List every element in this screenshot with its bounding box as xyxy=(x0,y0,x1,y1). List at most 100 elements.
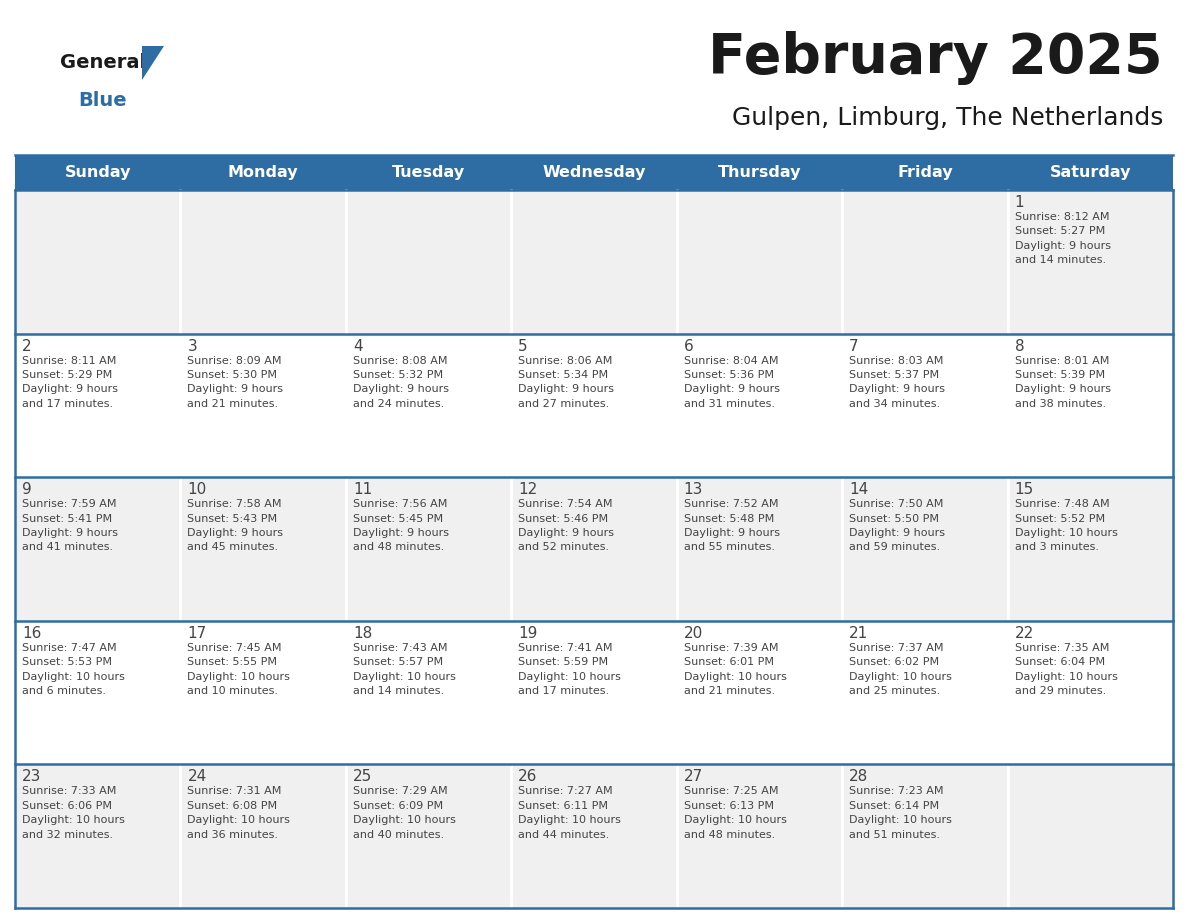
Bar xyxy=(1007,333,1173,477)
Text: 7: 7 xyxy=(849,339,859,353)
Text: 11: 11 xyxy=(353,482,372,498)
Text: Sunrise: 7:58 AM
Sunset: 5:43 PM
Daylight: 9 hours
and 45 minutes.: Sunrise: 7:58 AM Sunset: 5:43 PM Dayligh… xyxy=(188,499,284,553)
Bar xyxy=(15,621,181,765)
Bar xyxy=(1007,477,1173,621)
Text: 17: 17 xyxy=(188,626,207,641)
Text: 12: 12 xyxy=(518,482,537,498)
Text: Sunrise: 7:25 AM
Sunset: 6:13 PM
Daylight: 10 hours
and 48 minutes.: Sunrise: 7:25 AM Sunset: 6:13 PM Dayligh… xyxy=(684,787,786,840)
Bar xyxy=(15,477,181,621)
Text: Sunrise: 7:59 AM
Sunset: 5:41 PM
Daylight: 9 hours
and 41 minutes.: Sunrise: 7:59 AM Sunset: 5:41 PM Dayligh… xyxy=(23,499,118,553)
Bar xyxy=(15,190,181,333)
Text: Sunrise: 7:52 AM
Sunset: 5:48 PM
Daylight: 9 hours
and 55 minutes.: Sunrise: 7:52 AM Sunset: 5:48 PM Dayligh… xyxy=(684,499,779,553)
Text: Sunrise: 7:43 AM
Sunset: 5:57 PM
Daylight: 10 hours
and 14 minutes.: Sunrise: 7:43 AM Sunset: 5:57 PM Dayligh… xyxy=(353,643,456,696)
Bar xyxy=(1007,190,1173,333)
Bar xyxy=(511,765,677,908)
Text: 25: 25 xyxy=(353,769,372,784)
Text: Sunrise: 7:50 AM
Sunset: 5:50 PM
Daylight: 9 hours
and 59 minutes.: Sunrise: 7:50 AM Sunset: 5:50 PM Dayligh… xyxy=(849,499,946,553)
Text: 2: 2 xyxy=(23,339,32,353)
Bar xyxy=(181,190,346,333)
Text: Sunday: Sunday xyxy=(64,165,131,180)
Bar xyxy=(511,333,677,477)
Text: 18: 18 xyxy=(353,626,372,641)
Bar xyxy=(15,765,181,908)
Text: Sunrise: 7:45 AM
Sunset: 5:55 PM
Daylight: 10 hours
and 10 minutes.: Sunrise: 7:45 AM Sunset: 5:55 PM Dayligh… xyxy=(188,643,290,696)
Text: Sunrise: 7:29 AM
Sunset: 6:09 PM
Daylight: 10 hours
and 40 minutes.: Sunrise: 7:29 AM Sunset: 6:09 PM Dayligh… xyxy=(353,787,456,840)
Text: General: General xyxy=(61,53,146,73)
Text: February 2025: February 2025 xyxy=(708,31,1163,85)
Bar xyxy=(346,621,511,765)
Text: Sunrise: 7:41 AM
Sunset: 5:59 PM
Daylight: 10 hours
and 17 minutes.: Sunrise: 7:41 AM Sunset: 5:59 PM Dayligh… xyxy=(518,643,621,696)
Bar xyxy=(1007,765,1173,908)
Text: Thursday: Thursday xyxy=(718,165,801,180)
Text: 6: 6 xyxy=(684,339,694,353)
Text: Sunrise: 8:12 AM
Sunset: 5:27 PM
Daylight: 9 hours
and 14 minutes.: Sunrise: 8:12 AM Sunset: 5:27 PM Dayligh… xyxy=(1015,212,1111,265)
Text: Sunrise: 7:23 AM
Sunset: 6:14 PM
Daylight: 10 hours
and 51 minutes.: Sunrise: 7:23 AM Sunset: 6:14 PM Dayligh… xyxy=(849,787,952,840)
Text: 23: 23 xyxy=(23,769,42,784)
Bar xyxy=(181,765,346,908)
Text: Gulpen, Limburg, The Netherlands: Gulpen, Limburg, The Netherlands xyxy=(732,106,1163,130)
Text: Saturday: Saturday xyxy=(1049,165,1131,180)
Text: 22: 22 xyxy=(1015,626,1034,641)
Text: Sunrise: 8:01 AM
Sunset: 5:39 PM
Daylight: 9 hours
and 38 minutes.: Sunrise: 8:01 AM Sunset: 5:39 PM Dayligh… xyxy=(1015,355,1111,409)
Text: 19: 19 xyxy=(518,626,538,641)
Bar xyxy=(15,333,181,477)
Text: 13: 13 xyxy=(684,482,703,498)
Bar xyxy=(677,765,842,908)
Text: Sunrise: 7:54 AM
Sunset: 5:46 PM
Daylight: 9 hours
and 52 minutes.: Sunrise: 7:54 AM Sunset: 5:46 PM Dayligh… xyxy=(518,499,614,553)
Text: Tuesday: Tuesday xyxy=(392,165,466,180)
Text: 26: 26 xyxy=(518,769,538,784)
Text: Sunrise: 7:37 AM
Sunset: 6:02 PM
Daylight: 10 hours
and 25 minutes.: Sunrise: 7:37 AM Sunset: 6:02 PM Dayligh… xyxy=(849,643,952,696)
Text: 21: 21 xyxy=(849,626,868,641)
Text: Sunrise: 8:09 AM
Sunset: 5:30 PM
Daylight: 9 hours
and 21 minutes.: Sunrise: 8:09 AM Sunset: 5:30 PM Dayligh… xyxy=(188,355,284,409)
Bar xyxy=(677,621,842,765)
Text: Sunrise: 7:35 AM
Sunset: 6:04 PM
Daylight: 10 hours
and 29 minutes.: Sunrise: 7:35 AM Sunset: 6:04 PM Dayligh… xyxy=(1015,643,1118,696)
Text: Sunrise: 8:04 AM
Sunset: 5:36 PM
Daylight: 9 hours
and 31 minutes.: Sunrise: 8:04 AM Sunset: 5:36 PM Dayligh… xyxy=(684,355,779,409)
Text: Sunrise: 7:47 AM
Sunset: 5:53 PM
Daylight: 10 hours
and 6 minutes.: Sunrise: 7:47 AM Sunset: 5:53 PM Dayligh… xyxy=(23,643,125,696)
Text: Sunrise: 7:39 AM
Sunset: 6:01 PM
Daylight: 10 hours
and 21 minutes.: Sunrise: 7:39 AM Sunset: 6:01 PM Dayligh… xyxy=(684,643,786,696)
Text: 1: 1 xyxy=(1015,195,1024,210)
Text: 15: 15 xyxy=(1015,482,1034,498)
Bar xyxy=(842,765,1007,908)
Text: Sunrise: 7:27 AM
Sunset: 6:11 PM
Daylight: 10 hours
and 44 minutes.: Sunrise: 7:27 AM Sunset: 6:11 PM Dayligh… xyxy=(518,787,621,840)
Text: 5: 5 xyxy=(518,339,527,353)
Text: Sunrise: 7:33 AM
Sunset: 6:06 PM
Daylight: 10 hours
and 32 minutes.: Sunrise: 7:33 AM Sunset: 6:06 PM Dayligh… xyxy=(23,787,125,840)
Bar xyxy=(511,190,677,333)
Text: Sunrise: 8:08 AM
Sunset: 5:32 PM
Daylight: 9 hours
and 24 minutes.: Sunrise: 8:08 AM Sunset: 5:32 PM Dayligh… xyxy=(353,355,449,409)
Text: Monday: Monday xyxy=(228,165,298,180)
Text: 4: 4 xyxy=(353,339,362,353)
Bar xyxy=(842,190,1007,333)
Text: Sunrise: 8:06 AM
Sunset: 5:34 PM
Daylight: 9 hours
and 27 minutes.: Sunrise: 8:06 AM Sunset: 5:34 PM Dayligh… xyxy=(518,355,614,409)
Bar xyxy=(1007,621,1173,765)
Text: 28: 28 xyxy=(849,769,868,784)
Bar xyxy=(181,477,346,621)
Text: 27: 27 xyxy=(684,769,703,784)
Bar xyxy=(181,621,346,765)
Text: 14: 14 xyxy=(849,482,868,498)
Text: Sunrise: 7:31 AM
Sunset: 6:08 PM
Daylight: 10 hours
and 36 minutes.: Sunrise: 7:31 AM Sunset: 6:08 PM Dayligh… xyxy=(188,787,290,840)
Bar xyxy=(677,477,842,621)
Text: Wednesday: Wednesday xyxy=(542,165,646,180)
Text: 10: 10 xyxy=(188,482,207,498)
Bar xyxy=(346,333,511,477)
Text: Blue: Blue xyxy=(78,91,127,109)
Bar xyxy=(15,155,1173,190)
Bar xyxy=(511,621,677,765)
Bar xyxy=(842,477,1007,621)
Text: Sunrise: 8:11 AM
Sunset: 5:29 PM
Daylight: 9 hours
and 17 minutes.: Sunrise: 8:11 AM Sunset: 5:29 PM Dayligh… xyxy=(23,355,118,409)
Text: Sunrise: 7:56 AM
Sunset: 5:45 PM
Daylight: 9 hours
and 48 minutes.: Sunrise: 7:56 AM Sunset: 5:45 PM Dayligh… xyxy=(353,499,449,553)
Text: Sunrise: 8:03 AM
Sunset: 5:37 PM
Daylight: 9 hours
and 34 minutes.: Sunrise: 8:03 AM Sunset: 5:37 PM Dayligh… xyxy=(849,355,946,409)
Polygon shape xyxy=(143,46,164,80)
Text: 24: 24 xyxy=(188,769,207,784)
Bar xyxy=(677,190,842,333)
Text: Friday: Friday xyxy=(897,165,953,180)
Bar xyxy=(346,190,511,333)
Bar xyxy=(181,333,346,477)
Text: 8: 8 xyxy=(1015,339,1024,353)
Text: 3: 3 xyxy=(188,339,197,353)
Bar xyxy=(346,765,511,908)
Bar xyxy=(677,333,842,477)
Bar xyxy=(511,477,677,621)
Bar xyxy=(346,477,511,621)
Text: 16: 16 xyxy=(23,626,42,641)
Text: 20: 20 xyxy=(684,626,703,641)
